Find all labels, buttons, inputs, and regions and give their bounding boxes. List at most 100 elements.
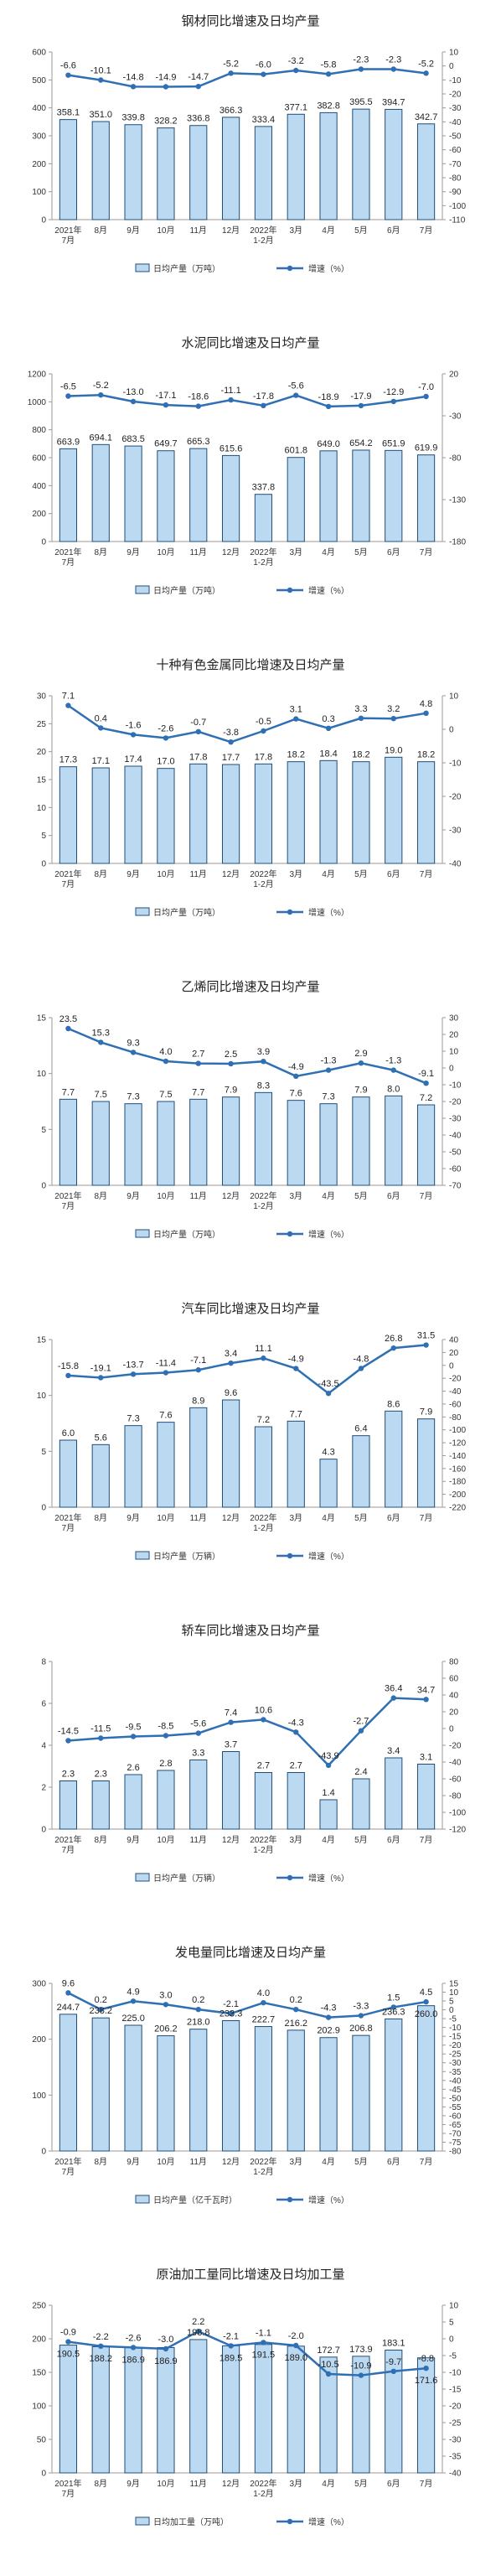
line-legend-label: 增速（%） [308,1873,349,1884]
bar-value-label: 7.2 [257,1415,270,1425]
x-tick-label: 8月 [94,869,107,879]
growth-point [130,732,137,738]
bar-value-label: 339.8 [121,113,145,123]
bar [221,1096,240,1186]
line-value-label: -10.5 [318,2360,339,2370]
line-legend-marker [287,909,293,915]
x-tick-label: 9月 [127,869,140,879]
x-tick-label: 12月 [222,1835,240,1845]
bar [189,1098,208,1186]
bar-value-label: 328.2 [154,117,178,127]
bar-legend-swatch [135,907,150,916]
x-tick-label: 9月 [127,2479,140,2489]
left-tick-label: 600 [32,49,46,58]
right-tick-label: -90 [449,188,462,197]
growth-point [163,1733,169,1739]
line-value-label: -4.3 [288,1718,304,1728]
right-tick-label: -140 [449,1452,466,1461]
x-tick-label: 9月 [127,1513,140,1523]
bar [91,1780,110,1830]
bar-value-label: 366.3 [220,106,243,116]
growth-line [67,1992,426,2019]
growth-point [358,1366,364,1371]
x-tick-label: 2022年 1-2月 [250,868,276,889]
x-tick-label: 4月 [322,1835,335,1845]
bar-value-label: 663.9 [57,437,80,447]
growth-point [98,725,104,731]
bar-value-label: 216.2 [284,2019,307,2029]
line-value-label: 26.8 [385,1334,402,1344]
line-value-label: -2.1 [223,2331,239,2341]
bar-value-label: 382.8 [317,101,340,111]
x-tick-label: 6月 [387,1191,400,1201]
right-tick-label: 10 [449,692,459,702]
growth-point [358,715,364,721]
left-tick-label: 300 [32,132,46,142]
bar [59,1098,78,1186]
left-tick-label: 400 [32,482,46,491]
bar-value-label: 7.3 [127,1414,139,1424]
chart-7: 发电量同比增速及日均产量 0 100 200 300 15 10 5 0 -5 -10 -15 -20-… [0,1931,501,2253]
bar [319,759,338,864]
bar-value-label: 206.8 [349,2024,373,2034]
bar [385,108,403,220]
x-tick-label: 11月 [190,547,207,557]
x-tick-label: 10月 [157,1835,174,1845]
bar-value-label: 189.5 [220,2353,243,2363]
right-tick-label: 0 [449,1065,454,1074]
bar [91,1101,110,1186]
x-tick-label: 8月 [94,2157,107,2167]
bar-legend-label: 日均产量（万吨） [153,585,220,596]
right-tick-label: 10 [449,49,459,58]
x-tick-label: 8月 [94,1191,107,1201]
chart-svg: 轿车同比增速及日均产量 0 2 4 6 8 80 60 40 20 0 -20 -40 -60 -80 -10… [41,1623,466,1884]
right-tick-label: -20 [449,1375,462,1384]
bar-value-label: 206.2 [154,2024,178,2034]
growth-point [65,1990,71,1996]
x-tick-label: 12月 [222,1191,240,1201]
line-value-label: -2.6 [158,723,173,733]
x-tick-label: 5月 [354,869,368,879]
left-tick-label: 100 [32,2091,46,2101]
line-value-label: -11.4 [156,1359,176,1369]
growth-point [98,1375,104,1381]
x-tick-label: 7月 [420,547,433,557]
bar [319,1459,338,1508]
x-tick-label: 8月 [94,1513,107,1523]
growth-point [261,1355,266,1361]
line-value-label: -17.9 [350,391,371,402]
bar-value-label: 17.3 [59,755,77,765]
bar-value-label: 8.6 [387,1399,400,1409]
line-value-label: -2.0 [288,2331,304,2341]
bar [221,117,240,220]
line-legend-label: 增速（%） [308,907,349,918]
chart-title: 原油加工量同比增速及日均加工量 [156,2267,344,2282]
growth-point [98,77,104,83]
x-tick-label: 2021年 7月 [54,1834,81,1855]
growth-point [228,1719,234,1725]
chart-svg: 汽车同比增速及日均产量 0 5 10 15 40 20 0 -20 -40 -60 -80 -100 -1… [37,1301,467,1562]
bar [59,2345,78,2474]
bar [124,765,142,864]
right-tick-label: -30 [449,412,462,422]
x-tick-label: 7月 [420,2157,433,2167]
right-tick-label: 0 [449,2006,454,2015]
line-legend-label: 增速（%） [308,2195,349,2205]
growth-point [195,728,201,734]
right-tick-label: -60 [449,1775,462,1785]
bar-legend-swatch [135,1551,150,1560]
left-tick-label: 200 [32,2335,46,2345]
bar [254,2344,273,2474]
bar [124,1103,142,1186]
line-value-label: 2.9 [354,1049,367,1059]
bar-legend-swatch [135,585,150,594]
line-legend-marker [287,265,293,272]
line-legend-marker [287,2196,293,2203]
x-tick-label: 2022年 1-2月 [250,2478,276,2499]
bar-value-label: 665.3 [187,437,210,447]
growth-point [130,1050,137,1055]
right-tick-label: -80 [449,174,462,184]
line-value-label: 2.5 [225,1050,237,1060]
bar-value-label: 18.4 [319,749,337,759]
